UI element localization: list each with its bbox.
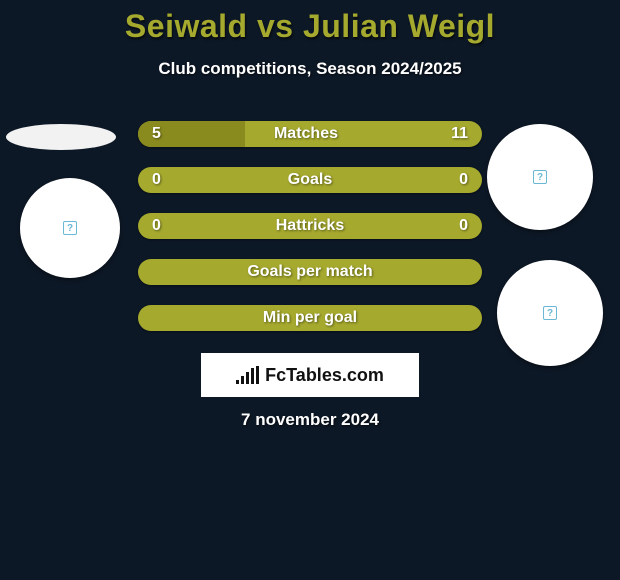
date-label: 7 november 2024: [241, 410, 379, 430]
stat-label: Goals per match: [247, 263, 372, 281]
stat-left-value: 5: [152, 125, 161, 143]
placeholder-icon: ?: [63, 221, 77, 235]
player2-club-logo: ?: [487, 124, 593, 230]
stat-right-value: 11: [451, 125, 468, 143]
fctables-logo: FcTables.com: [201, 353, 419, 397]
page-title: Seiwald vs Julian Weigl: [0, 0, 620, 45]
player1-avatar: ?: [20, 178, 120, 278]
stat-row: 5 Matches 11: [138, 121, 482, 147]
player2-avatar: ?: [497, 260, 603, 366]
subtitle: Club competitions, Season 2024/2025: [0, 59, 620, 79]
stat-right-value: 0: [459, 171, 468, 189]
stat-label: Goals: [288, 171, 332, 189]
stat-label: Matches: [274, 125, 338, 143]
player1-club-logo: [6, 124, 116, 150]
stat-row: Goals per match: [138, 259, 482, 285]
placeholder-icon: ?: [533, 170, 547, 184]
stat-label: Min per goal: [263, 309, 357, 327]
stat-row: 0 Hattricks 0: [138, 213, 482, 239]
stat-right-value: 0: [459, 217, 468, 235]
logo-bars-icon: [236, 366, 259, 384]
stat-row: 0 Goals 0: [138, 167, 482, 193]
stat-label: Hattricks: [276, 217, 344, 235]
logo-text: FcTables.com: [265, 365, 384, 386]
placeholder-icon: ?: [543, 306, 557, 320]
stat-left-value: 0: [152, 217, 161, 235]
stat-left-value: 0: [152, 171, 161, 189]
stat-row: Min per goal: [138, 305, 482, 331]
